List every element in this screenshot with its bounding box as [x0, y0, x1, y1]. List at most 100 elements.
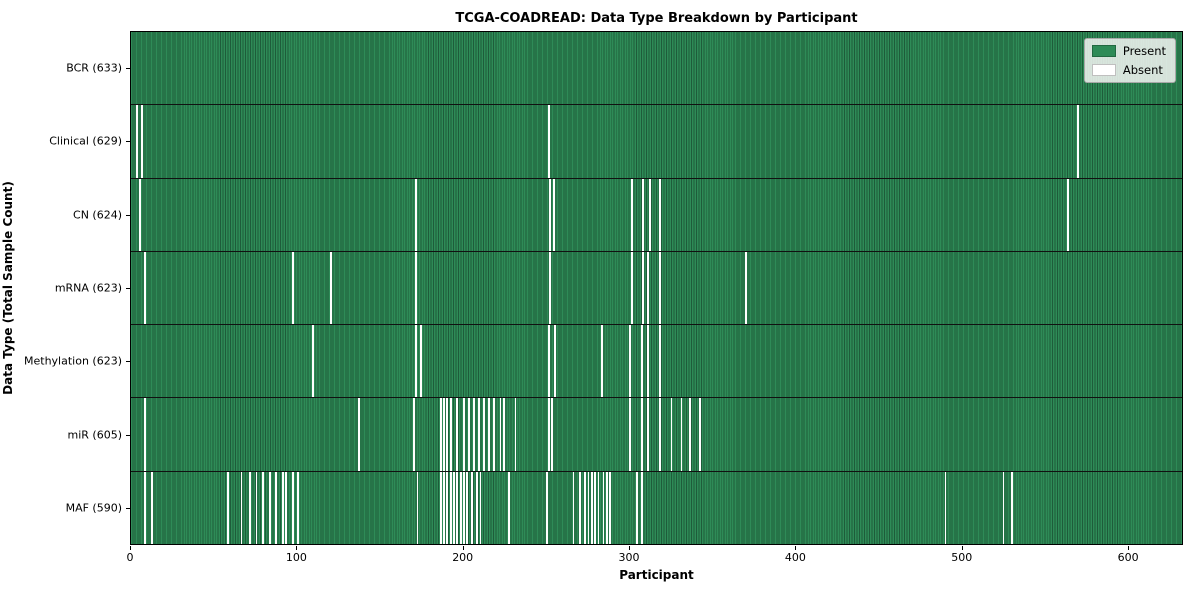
absent-stripe: [635, 471, 638, 544]
absent-stripe: [268, 471, 271, 544]
x-tick-label: 100: [285, 551, 307, 564]
y-tick-mark: [126, 508, 130, 509]
absent-stripe: [456, 471, 459, 544]
absent-stripe: [584, 471, 587, 544]
absent-stripe: [600, 325, 603, 398]
absent-stripe: [292, 471, 294, 544]
absent-stripe: [255, 471, 258, 544]
absent-stripe: [358, 398, 361, 471]
absent-stripe: [688, 398, 691, 471]
x-tick-mark: [629, 546, 630, 550]
absent-stripe: [416, 471, 419, 544]
y-tick-mark: [126, 141, 130, 142]
absent-stripe: [139, 178, 142, 251]
absent-stripe: [446, 471, 449, 544]
absent-stripe: [649, 178, 651, 251]
x-tick-mark: [962, 546, 963, 550]
y-tick-mark: [126, 215, 130, 216]
x-tick-label: 500: [951, 551, 973, 564]
absent-stripe: [1010, 471, 1013, 544]
y-tick-mark: [126, 361, 130, 362]
absent-stripe: [144, 471, 147, 544]
absent-stripe: [579, 471, 582, 544]
absent-stripe: [311, 325, 314, 398]
absent-stripe: [670, 398, 673, 471]
heatmap-rows: [131, 32, 1182, 544]
absent-stripe: [419, 325, 422, 398]
heatmap-row-mir: [131, 398, 1182, 472]
legend-swatch-present-icon: [1091, 45, 1116, 57]
absent-stripe: [658, 251, 661, 325]
absent-stripe: [463, 471, 465, 544]
absent-stripe: [482, 398, 485, 471]
x-axis-label: Participant: [619, 568, 694, 582]
absent-stripe: [414, 251, 417, 325]
heatmap-row-methylation: [131, 325, 1182, 399]
heatmap-row-cn: [131, 178, 1182, 252]
absent-stripe: [439, 398, 442, 471]
absent-stripe: [547, 105, 550, 178]
y-tick-mark: [126, 288, 130, 289]
absent-stripe: [630, 178, 633, 251]
absent-stripe: [658, 178, 661, 251]
absent-stripe: [292, 251, 294, 325]
chart-title: TCGA-COADREAD: Data Type Breakdown by Pa…: [455, 11, 858, 26]
absent-stripe: [609, 471, 611, 544]
legend-item-absent: Absent: [1091, 63, 1166, 77]
x-tick-label: 200: [452, 551, 474, 564]
absent-stripe: [285, 471, 288, 544]
absent-stripe: [1002, 471, 1005, 544]
absent-stripe: [453, 471, 455, 544]
absent-stripe: [499, 398, 502, 471]
absent-stripe: [150, 471, 153, 544]
absent-stripe: [466, 471, 469, 544]
absent-stripe: [478, 398, 480, 471]
absent-stripe: [629, 325, 631, 398]
legend: Present Absent: [1083, 38, 1176, 83]
x-tick-label: 0: [126, 551, 134, 564]
absent-stripe: [1077, 105, 1080, 178]
absent-stripe: [449, 471, 452, 544]
absent-stripe: [459, 471, 462, 544]
absent-stripe: [647, 251, 650, 325]
absent-stripe: [479, 471, 482, 544]
absent-stripe: [227, 471, 230, 544]
absent-stripe: [507, 471, 510, 544]
absent-stripe: [647, 398, 650, 471]
absent-stripe: [471, 471, 474, 544]
absent-stripe: [414, 325, 417, 398]
absent-stripe: [547, 325, 550, 398]
absent-stripe: [282, 471, 284, 544]
absent-stripe: [330, 251, 333, 325]
x-tick-mark: [296, 546, 297, 550]
y-tick-label: miR (605): [67, 428, 123, 442]
x-tick-mark: [463, 546, 464, 550]
absent-stripe: [1067, 178, 1070, 251]
absent-stripe: [587, 471, 590, 544]
absent-stripe: [248, 471, 251, 544]
absent-stripe: [658, 398, 661, 471]
absent-stripe: [449, 398, 452, 471]
absent-stripe: [642, 178, 645, 251]
absent-stripe: [642, 251, 645, 325]
legend-label-absent: Absent: [1122, 63, 1163, 77]
absent-stripe: [463, 398, 465, 471]
absent-stripe: [551, 398, 553, 471]
absent-stripe: [680, 398, 683, 471]
absent-stripe: [456, 398, 459, 471]
x-tick-label: 300: [618, 551, 640, 564]
absent-stripe: [597, 471, 600, 544]
absent-stripe: [547, 398, 550, 471]
absent-stripe: [572, 471, 575, 544]
absent-stripe: [944, 471, 947, 544]
x-tick-label: 400: [784, 551, 806, 564]
y-tick-label: Methylation (623): [24, 354, 122, 368]
absent-stripe: [135, 105, 138, 178]
heatmap-row-bcr: [131, 32, 1182, 106]
absent-stripe: [275, 471, 278, 544]
absent-stripe: [640, 398, 643, 471]
absent-stripe: [144, 251, 147, 325]
absent-stripe: [745, 251, 748, 325]
absent-stripe: [240, 471, 243, 544]
